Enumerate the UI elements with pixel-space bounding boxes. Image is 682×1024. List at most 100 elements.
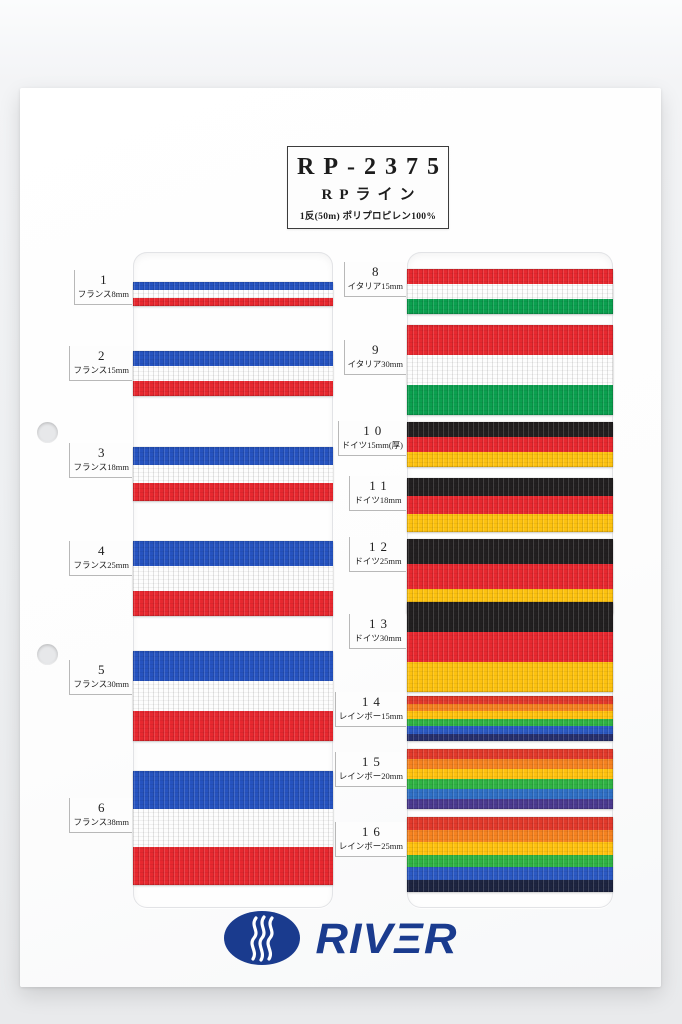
sample-name: フランス18mm xyxy=(73,461,129,472)
ribbon-sample-5 xyxy=(133,651,333,741)
ribbon-stripe xyxy=(407,437,613,452)
ribbon-stripe xyxy=(407,799,613,809)
ribbon-stripe xyxy=(407,867,613,880)
sample-name: フランス38mm xyxy=(73,816,129,827)
sample-name: フランス15mm xyxy=(73,364,129,375)
ribbon-stripe xyxy=(407,269,613,284)
ribbon-sample-15 xyxy=(407,749,613,809)
ribbon-sample-4 xyxy=(133,541,333,616)
sample-number: 1 xyxy=(100,272,112,287)
sample-number: 3 xyxy=(97,445,110,460)
ribbon-stripe xyxy=(133,847,333,885)
sample-number: 6 xyxy=(97,800,110,815)
sample-card: RP-2375 RPライン 1反(50m) ポリプロピレン100% 1 フランス8… xyxy=(20,88,661,987)
sample-name: フランス25mm xyxy=(73,559,129,570)
ribbon-stripe xyxy=(407,514,613,532)
ribbon-stripe xyxy=(133,298,333,306)
ribbon-stripe xyxy=(133,465,333,483)
ribbon-stripe xyxy=(133,771,333,809)
sample-name: ドイツ18mm xyxy=(354,494,402,505)
ribbon-stripe xyxy=(407,355,613,385)
sample-number: 5 xyxy=(97,662,110,677)
sample-label-8: 8 イタリア15mm xyxy=(343,262,406,297)
ribbon-stripe xyxy=(133,566,333,591)
sample-number: 4 xyxy=(97,543,110,558)
ribbon-stripe xyxy=(407,385,613,415)
ribbon-stripe xyxy=(407,703,613,711)
ribbon-stripe xyxy=(407,759,613,769)
ribbon-sample-1 xyxy=(133,282,333,306)
ribbon-stripe xyxy=(407,478,613,496)
ribbon-sample-13 xyxy=(407,602,613,692)
ribbon-stripe xyxy=(407,325,613,355)
ribbon-stripe xyxy=(407,817,613,830)
ribbon-stripe xyxy=(133,681,333,711)
sample-name: フランス8mm xyxy=(77,288,129,299)
sample-label-3: 3 フランス18mm xyxy=(69,443,132,478)
sample-number: 9 xyxy=(372,342,384,357)
sample-label-9: 9 イタリア30mm xyxy=(343,340,406,375)
ribbon-sample-6 xyxy=(133,771,333,885)
ribbon-stripe xyxy=(407,564,613,589)
ribbon-sample-2 xyxy=(133,351,333,396)
ribbon-stripe xyxy=(407,539,613,564)
ribbon-sample-11 xyxy=(407,478,613,532)
ribbon-stripe xyxy=(133,351,333,366)
ribbon-stripe xyxy=(133,447,333,465)
product-spec: 1反(50m) ポリプロピレン100% xyxy=(299,212,437,223)
punch-hole-top xyxy=(37,422,58,443)
sample-label-12: 12 ドイツ25mm xyxy=(349,537,406,572)
ribbon-stripe xyxy=(407,842,613,855)
ribbon-stripe xyxy=(407,718,613,726)
sample-label-2: 2 フランス15mm xyxy=(69,346,132,381)
ribbon-stripe xyxy=(407,299,613,314)
sample-name: レインボー25mm xyxy=(338,840,403,851)
ribbon-stripe xyxy=(407,769,613,779)
sample-name: イタリア15mm xyxy=(347,280,403,291)
ribbon-stripe xyxy=(407,879,613,892)
ribbon-stripe xyxy=(133,282,333,290)
ribbon-stripe xyxy=(407,284,613,299)
sample-label-4: 4 フランス25mm xyxy=(69,541,132,576)
sample-label-11: 11 ドイツ18mm xyxy=(349,476,406,511)
ribbon-sample-10 xyxy=(407,422,613,467)
ribbon-stripe xyxy=(407,726,613,734)
ribbon-stripe xyxy=(407,602,613,632)
sample-label-1: 1 フランス8mm xyxy=(73,270,132,305)
sample-name: フランス30mm xyxy=(73,678,129,689)
sample-number: 13 xyxy=(369,616,392,631)
ribbon-stripe xyxy=(407,779,613,789)
sample-label-5: 5 フランス30mm xyxy=(69,660,132,695)
ribbon-stripe xyxy=(133,366,333,381)
label-column-left: 1 フランス8mm 2 フランス15mm 3 フランス18mm 4 フランス25mm 5 フランス… xyxy=(69,252,133,908)
ribbon-stripe xyxy=(407,829,613,842)
sample-number: 16 xyxy=(361,824,385,839)
ribbon-stripe xyxy=(133,711,333,741)
label-column-right: 8 イタリア15mm 9 イタリア30mm 10 ドイツ15mm(厚) 11 ドイツ18mm 1… xyxy=(334,252,407,908)
sample-number: 12 xyxy=(369,539,392,554)
sample-panel-left xyxy=(133,252,333,908)
ribbon-sample-3 xyxy=(133,447,333,501)
sample-label-14: 14 レインボー15mm xyxy=(334,692,406,727)
sample-label-10: 10 ドイツ15mm(厚) xyxy=(337,421,406,456)
ribbon-sample-8 xyxy=(407,269,613,314)
ribbon-stripe xyxy=(133,541,333,566)
ribbon-stripe xyxy=(407,662,613,692)
sample-number: 8 xyxy=(372,264,384,279)
title-box: RP-2375 RPライン 1反(50m) ポリプロピレン100% xyxy=(287,146,449,230)
sample-number: 14 xyxy=(361,694,385,709)
ribbon-sample-9 xyxy=(407,325,613,415)
ribbon-stripe xyxy=(407,854,613,867)
ribbon-stripe xyxy=(133,651,333,681)
ribbon-stripe xyxy=(407,452,613,467)
punch-hole-bottom xyxy=(37,644,58,665)
ribbon-stripe xyxy=(133,290,333,298)
ribbon-sample-16 xyxy=(407,817,613,892)
sample-name: ドイツ30mm xyxy=(354,632,402,643)
river-logo-mark xyxy=(224,911,301,965)
ribbon-stripe xyxy=(407,789,613,799)
ribbon-stripe xyxy=(133,809,333,847)
ribbon-stripe xyxy=(407,711,613,719)
ribbon-stripe xyxy=(133,591,333,616)
sample-number: 10 xyxy=(363,423,387,438)
